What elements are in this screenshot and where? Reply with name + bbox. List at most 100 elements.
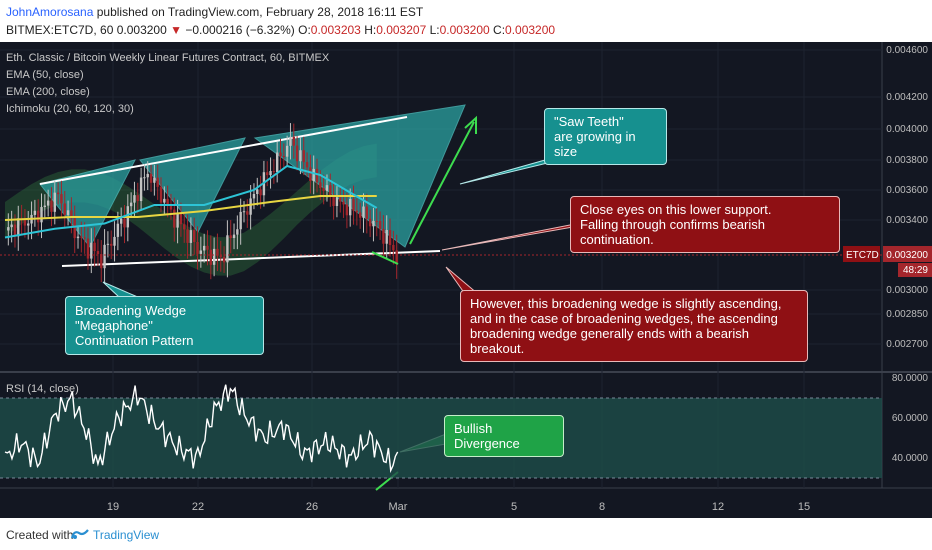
wedge-callout: Broadening Wedge "Megaphone" Continuatio… xyxy=(65,296,264,355)
candle-body xyxy=(295,145,299,162)
time-tick-label: 8 xyxy=(599,501,605,513)
price-axis-panel xyxy=(882,42,932,518)
candle-body xyxy=(282,156,286,158)
candle-body xyxy=(395,250,398,264)
candle-body xyxy=(279,152,282,157)
candle-body xyxy=(36,210,40,223)
candle-body xyxy=(236,229,239,235)
candle-body xyxy=(209,249,212,265)
symbol-badge-label: ETC7D xyxy=(846,250,879,261)
author-link[interactable]: JohnAmorosana xyxy=(6,5,94,19)
saw-teeth-line-1: "Saw Teeth" xyxy=(554,114,624,129)
candle-body xyxy=(116,223,120,237)
chart-svg[interactable]: 0.004600 0.004200 0.004000 0.003800 0.003600… xyxy=(0,42,932,518)
saw-teeth-callout: "Saw Teeth" are growing in size xyxy=(544,108,667,165)
countdown-value: 48:29 xyxy=(903,265,928,276)
price-tick-label: 0.003800 xyxy=(886,155,928,166)
candle-body xyxy=(222,256,226,263)
last-price: 0.003200 xyxy=(116,23,167,37)
time-tick-label: 19 xyxy=(107,501,119,513)
candle-body xyxy=(202,245,206,251)
rsi-tick-label: 80.0000 xyxy=(892,373,929,384)
ema50-line xyxy=(4,164,378,239)
candle-body xyxy=(7,227,10,231)
divergence-callout: Bullish Divergence xyxy=(444,415,564,457)
candle-body xyxy=(335,197,339,206)
candle-body xyxy=(292,136,295,146)
candle-body xyxy=(349,198,352,216)
candle-body xyxy=(232,234,236,239)
ema50-legend[interactable]: EMA (50, close) xyxy=(6,69,84,81)
candle-body xyxy=(378,221,382,229)
candle-body xyxy=(196,241,199,254)
ema200-line xyxy=(4,195,377,221)
candle-body xyxy=(176,213,179,228)
candle-body xyxy=(256,189,259,194)
candle-body xyxy=(66,210,70,215)
low-value: 0.003200 xyxy=(439,23,490,37)
candle-body xyxy=(249,198,252,215)
candle-body xyxy=(133,195,136,203)
support-callout: Close eyes on this lower support. Fallin… xyxy=(570,196,840,253)
candle-body xyxy=(159,186,163,203)
tradingview-brand[interactable]: TradingView xyxy=(93,528,160,542)
candle-body xyxy=(189,230,193,243)
candle-body xyxy=(163,198,166,203)
candle-body xyxy=(40,206,43,223)
price-badge-value: 0.003200 xyxy=(886,250,928,261)
price-change: −0.000216 (−6.32%) xyxy=(185,23,295,37)
candle-body xyxy=(309,167,312,182)
price-tick-label: 0.004200 xyxy=(886,92,928,103)
candle-body xyxy=(169,204,173,210)
candle-body xyxy=(266,172,269,176)
saw-teeth-line-2: are growing in size xyxy=(554,129,636,159)
price-tick-label: 0.003600 xyxy=(886,185,928,196)
candle-body xyxy=(259,189,262,196)
candle-body xyxy=(86,238,90,259)
candle-body xyxy=(269,171,272,176)
candle-body xyxy=(43,205,47,207)
chart-footer: Created with TradingView xyxy=(0,518,932,550)
symbol-label: BITMEX:ETC7D, 60 xyxy=(6,23,114,37)
ascending-line-2: and in the case of broadening wedges, th… xyxy=(470,311,778,326)
price-tick-label: 0.003000 xyxy=(886,285,928,296)
candle-body xyxy=(13,224,17,237)
candle-body xyxy=(193,230,196,242)
down-arrow-icon: ▼ xyxy=(170,23,183,37)
rsi-legend[interactable]: RSI (14, close) xyxy=(6,383,79,395)
time-tick-label: Mar xyxy=(389,501,408,513)
divergence-price-line xyxy=(371,251,399,265)
candle-body xyxy=(299,150,302,162)
breakout-arrow-head xyxy=(464,115,477,134)
rsi-tick-label: 40.0000 xyxy=(892,453,929,464)
candle-body xyxy=(392,244,395,251)
candle-body xyxy=(73,218,76,239)
candle-body xyxy=(143,177,146,179)
candle-body xyxy=(96,251,100,255)
ichimoku-legend[interactable]: Ichimoku (20, 60, 120, 30) xyxy=(6,103,134,115)
candle-body xyxy=(27,223,30,226)
candle-body xyxy=(206,245,209,250)
created-with-label: Created with xyxy=(6,528,74,542)
tradingview-logo-icon[interactable] xyxy=(70,527,90,541)
candle-body xyxy=(375,220,378,222)
candle-body xyxy=(106,243,110,245)
candle-body xyxy=(156,177,159,187)
candle-body xyxy=(325,185,329,191)
candle-body xyxy=(60,194,63,204)
wedge-upper-trendline xyxy=(39,116,408,185)
time-tick-label: 12 xyxy=(712,501,724,513)
low-label: L: xyxy=(429,23,440,37)
time-tick-label: 5 xyxy=(511,501,517,513)
chart-area[interactable]: 0.004600 0.004200 0.004000 0.003800 0.003600… xyxy=(0,42,932,518)
ema200-legend[interactable]: EMA (200, close) xyxy=(6,86,90,98)
divergence-line-1: Bullish Divergence xyxy=(454,421,520,451)
price-badge xyxy=(883,246,932,262)
candle-body xyxy=(33,210,37,215)
candle-body xyxy=(342,201,345,205)
price-tick-label: 0.004000 xyxy=(886,124,928,135)
candle-body xyxy=(229,235,232,239)
candle-body xyxy=(339,197,342,202)
symbol-badge xyxy=(843,246,880,262)
ascending-line-3: broadening wedge generally ends with a b… xyxy=(470,326,749,356)
